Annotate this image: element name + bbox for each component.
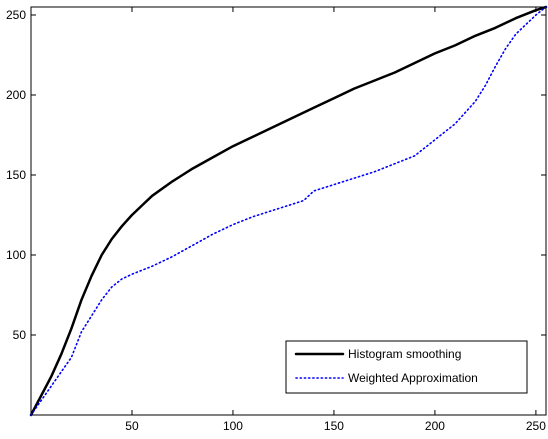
- x-tick-label: 200: [425, 419, 445, 433]
- y-tick-label: 250: [6, 8, 26, 22]
- y-tick-label: 200: [6, 88, 26, 102]
- x-tick-label: 50: [125, 419, 139, 433]
- y-tick-label: 150: [6, 168, 26, 182]
- x-tick-label: 150: [324, 419, 344, 433]
- y-tick-label: 50: [13, 328, 27, 342]
- x-tick-label: 100: [223, 419, 243, 433]
- series-line-weighted-approximation: [30, 6, 547, 416]
- y-tick-label: 100: [6, 248, 26, 262]
- legend-label: Weighted Approximation: [348, 371, 478, 385]
- legend-label: Histogram smoothing: [348, 347, 461, 361]
- legend-box: [285, 340, 528, 394]
- x-tick-label: 250: [526, 419, 546, 433]
- series-line-histogram-smoothing: [29, 5, 548, 417]
